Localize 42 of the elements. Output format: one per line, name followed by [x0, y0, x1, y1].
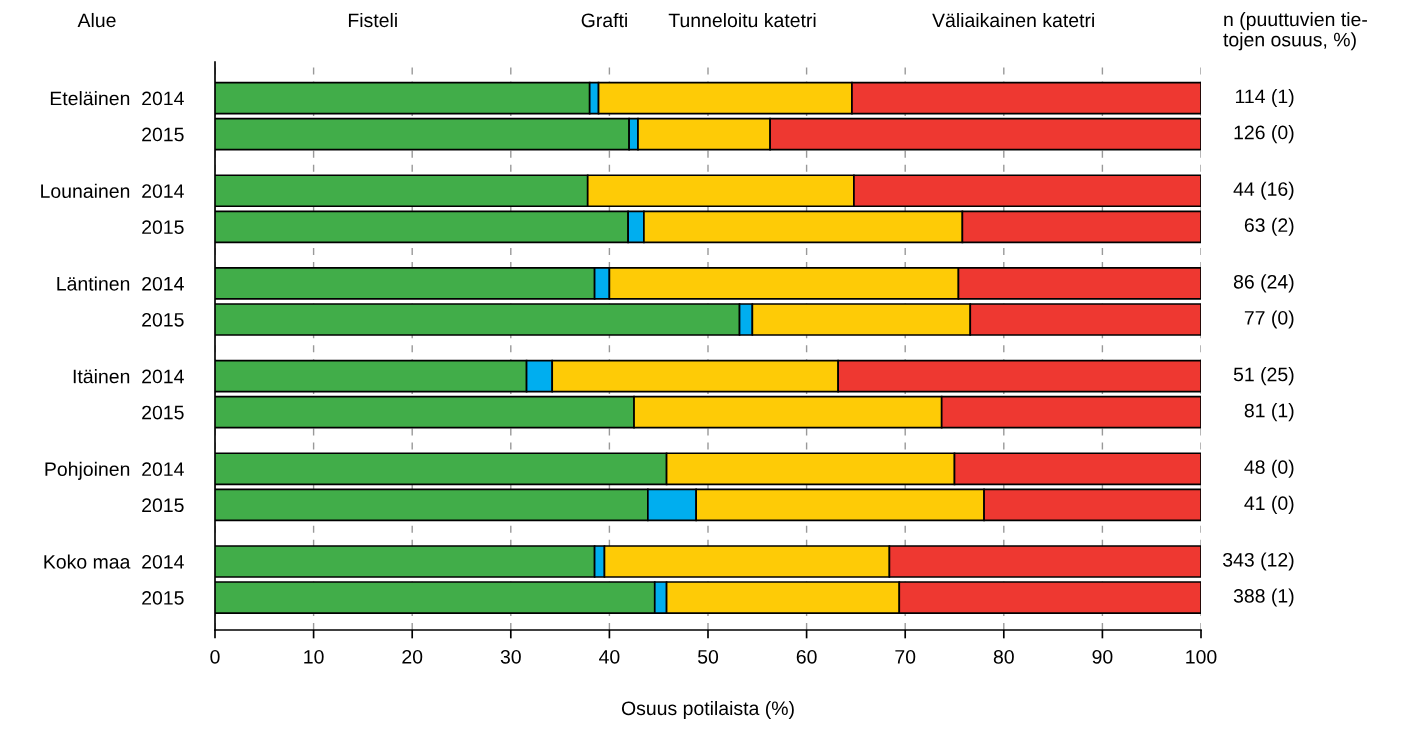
x-tick-label: 50: [697, 649, 719, 664]
y-tick-label: Läntinen 2014: [57, 276, 184, 291]
y-tick-label: 2015: [142, 127, 184, 142]
y-tick-label: 2015: [142, 312, 184, 327]
text: Fisteli: [348, 12, 397, 28]
x-tick-label: 20: [402, 649, 423, 664]
y-tick-label: Koko maa 2014: [44, 554, 184, 569]
text: Grafti: [581, 12, 627, 28]
text: 126 (0): [1234, 125, 1294, 144]
text: 388 (1): [1233, 588, 1294, 607]
text: 51 (25): [1233, 367, 1294, 386]
text: 114 (1): [1235, 89, 1294, 108]
text: 63 (2): [1244, 217, 1294, 236]
text: n (puuttuvien tie- tojen osuus, %): [1223, 12, 1367, 51]
text: 343 (12): [1223, 552, 1294, 571]
y-tick-label: Itäinen 2014: [73, 369, 184, 384]
x-tick-label: 70: [895, 649, 916, 664]
x-tick-label: 80: [993, 649, 1014, 664]
x-tick-label: 30: [500, 649, 521, 664]
text: 77 (0): [1244, 310, 1294, 329]
text: Tunneloitu katetri: [668, 12, 816, 28]
x-tick-label: 40: [599, 649, 620, 664]
x-tick-label: 90: [1092, 649, 1113, 664]
text: Alue: [77, 12, 116, 28]
y-tick-label: Pohjoinen 2014: [45, 461, 184, 480]
text: Väliaikainen katetri: [932, 12, 1094, 28]
y-tick-label: Lounainen 2014: [41, 183, 184, 198]
x-tick-label: 0: [210, 649, 220, 664]
text: 44 (16): [1233, 181, 1294, 200]
y-tick-label: 2015: [142, 498, 184, 513]
y-tick-label: 2015: [142, 591, 184, 605]
text: 48 (0): [1244, 459, 1294, 478]
x-axis-title: Osuus potilaista (%): [621, 700, 794, 720]
text: 81 (1): [1244, 403, 1294, 422]
x-tick-label: 10: [304, 649, 324, 664]
text: 41 (0): [1244, 495, 1294, 514]
y-tick-label: 2015: [142, 405, 184, 420]
y-tick-label: 2015: [142, 220, 184, 235]
x-tick-label: 60: [796, 649, 817, 664]
text: 86 (24): [1233, 274, 1294, 293]
y-tick-label: Eteläinen 2014: [50, 91, 184, 106]
x-tick-label: 100: [1186, 649, 1217, 664]
